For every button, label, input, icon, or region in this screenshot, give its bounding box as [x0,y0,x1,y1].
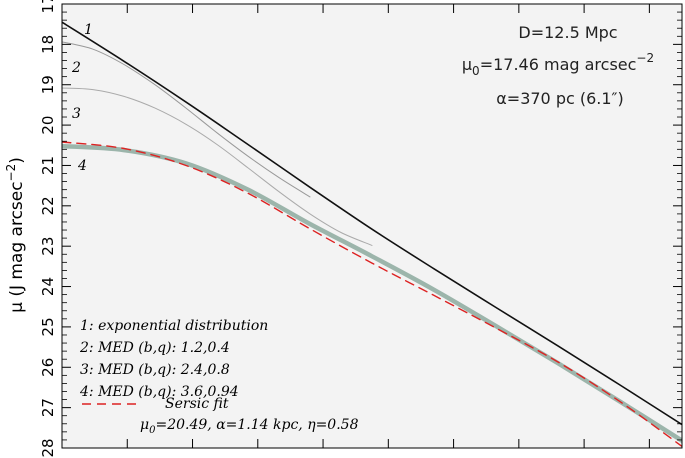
curve-number-labels: 1 2 3 4 [71,22,93,174]
series-3-line [62,87,373,246]
legend-item-4: 4: MED (b,q): 3.6,0.94 [79,384,239,400]
series-4-line [62,143,682,443]
curve-label-3: 3 [72,106,81,122]
legend: 1: exponential distribution 2: MED (b,q)… [79,318,359,436]
y-tick-labels: 17 18 19 20 21 22 23 24 25 26 27 28 [39,0,57,458]
ticks-group [62,3,682,449]
y-axis-label: μ (J mag arcsec−2) [4,157,27,313]
series-2-line [62,41,311,198]
legend-sersic-label: Sersic fit [165,396,229,412]
y-tick-label: 19 [39,75,57,94]
y-tick-label: 21 [39,156,57,175]
curves-group [62,21,682,448]
y-tick-label: 22 [39,196,57,215]
y-tick-label: 24 [39,277,57,296]
y-tick-label: 18 [39,35,57,54]
y-tick-label: 17 [39,0,57,14]
series-1-line [62,21,682,426]
legend-item-3: 3: MED (b,q): 2.4,0.8 [80,362,230,378]
curve-label-2: 2 [71,60,81,76]
annotation-block: D=12.5 Mpc μ0=17.46 mag arcsec−2 α=370 p… [462,23,654,108]
legend-item-1: 1: exponential distribution [80,318,268,334]
curve-label-4: 4 [77,158,87,174]
legend-item-2: 2: MED (b,q): 1.2,0.4 [79,340,230,356]
y-tick-label: 28 [39,438,57,457]
series-sersic-fit-line [62,141,682,448]
y-tick-label: 26 [39,358,57,377]
y-tick-label: 25 [39,317,57,336]
annotation-distance: D=12.5 Mpc [518,23,617,42]
annotation-scale-length: α=370 pc (6.1″) [496,89,624,108]
y-tick-label: 27 [39,398,57,417]
curve-label-1: 1 [84,22,93,38]
legend-sersic-params: μ0=20.49, α=1.14 kpc, η=0.58 [140,417,359,436]
y-tick-label: 23 [39,237,57,256]
annotation-central-brightness: μ0=17.46 mag arcsec−2 [462,51,654,78]
plot-frame [61,3,683,449]
y-tick-label: 20 [39,116,57,135]
